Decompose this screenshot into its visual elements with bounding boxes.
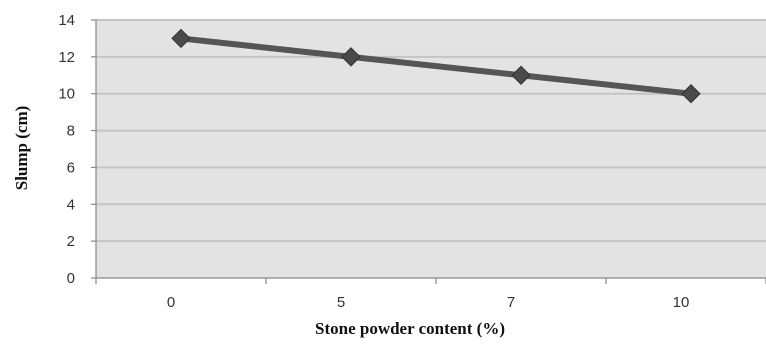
data-point-10 — [681, 84, 701, 104]
x-tick-label-10: 10 — [673, 294, 690, 311]
x-tick-label-5: 5 — [337, 294, 345, 311]
series-layer — [171, 28, 701, 104]
x-tick-label-0: 0 — [167, 294, 175, 311]
y-tick-label-2: 2 — [67, 233, 75, 250]
x-axis-title: Stone powder content (%) — [315, 319, 505, 338]
data-point-0 — [171, 28, 191, 49]
y-tick-label-0: 0 — [67, 270, 75, 287]
data-point-5 — [341, 47, 361, 67]
data-point-7 — [511, 65, 531, 85]
x-tick-labels: 0 5 7 10 — [167, 294, 690, 311]
y-tick-label-6: 6 — [67, 159, 75, 176]
x-tick-label-7: 7 — [507, 294, 515, 311]
series-line-0 — [178, 35, 694, 97]
gridlines — [96, 19, 766, 243]
y-axis-title: Slump (cm) — [12, 106, 31, 191]
plot-area — [96, 20, 766, 278]
axes — [91, 19, 766, 284]
y-tick-label-4: 4 — [67, 196, 75, 213]
y-tick-label-10: 10 — [58, 86, 75, 103]
y-tick-label-14: 14 — [58, 12, 75, 29]
y-tick-label-8: 8 — [67, 123, 75, 140]
y-tick-label-12: 12 — [58, 49, 75, 66]
y-tick-labels: 0 2 4 6 8 10 12 14 — [58, 12, 75, 287]
